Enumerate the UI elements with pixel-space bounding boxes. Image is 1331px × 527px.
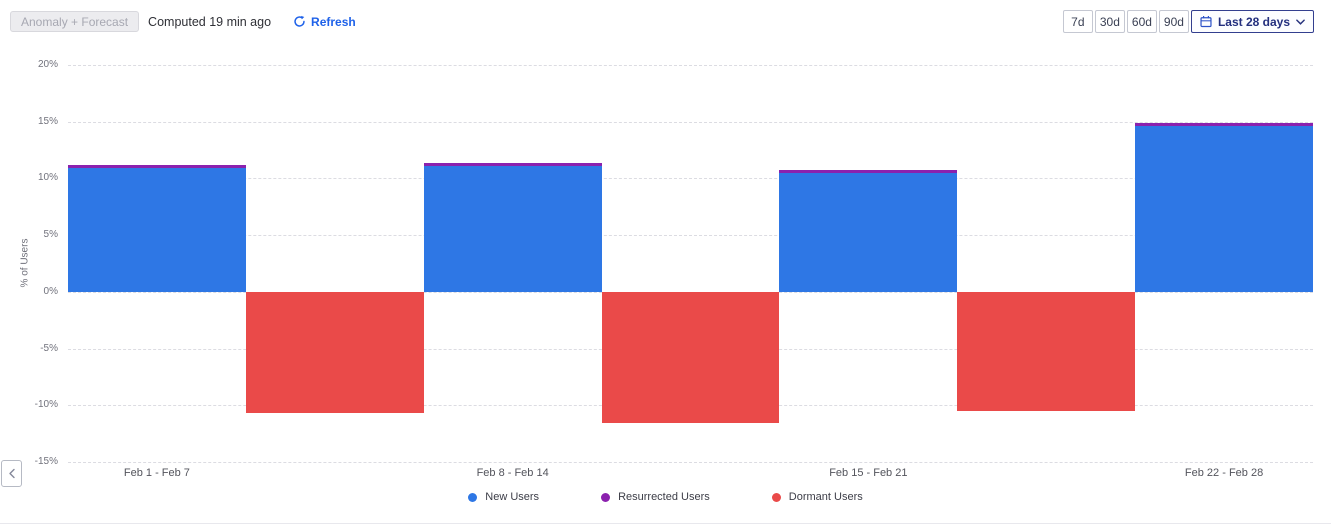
y-tick-label: 20% (37, 59, 58, 70)
y-tick-label: 5% (43, 229, 58, 241)
legend-item-new-users[interactable]: New Users (468, 491, 539, 503)
date-range-controls: 7d 30d 60d 90d Last 28 days (1062, 10, 1314, 33)
gridline-5 (68, 235, 1313, 237)
x-axis-label: Feb 15 - Feb 21 (829, 467, 908, 479)
legend-label: Resurrected Users (618, 491, 710, 503)
y-tick-label: -10% (34, 399, 58, 411)
gridline--15 (68, 462, 1313, 463)
bar-new-users[interactable] (779, 172, 958, 292)
calendar-icon (1200, 16, 1212, 28)
bar-new-users[interactable] (1135, 126, 1313, 292)
x-axis-label: Feb 1 - Feb 7 (123, 467, 190, 479)
bar-resurrected-users[interactable] (68, 165, 246, 169)
chevron-left-icon (8, 468, 15, 479)
chevron-down-icon (1296, 18, 1305, 25)
y-tick-label: 15% (37, 115, 58, 127)
bar-dormant-users[interactable] (245, 291, 424, 414)
scroll-left-button[interactable] (1, 460, 22, 487)
x-axis-label: Feb 8 - Feb 14 (476, 467, 549, 479)
bar-dormant-users[interactable] (957, 291, 1136, 411)
date-range-button[interactable]: Last 28 days (1190, 10, 1314, 33)
gridline-10 (68, 178, 1313, 180)
bar-new-users[interactable] (68, 168, 246, 292)
y-tick-label: -5% (40, 342, 58, 354)
y-tick-label: 10% (37, 172, 58, 184)
range-30d-button[interactable]: 30d (1094, 10, 1125, 33)
legend-item-dormant-users[interactable]: Dormant Users (771, 491, 863, 503)
refresh-button[interactable]: Refresh (293, 15, 356, 29)
refresh-label: Refresh (311, 14, 356, 29)
bar-new-users[interactable] (423, 165, 602, 292)
legend-dot-icon (468, 492, 478, 502)
range-60d-button[interactable]: 60d (1126, 10, 1157, 33)
y-axis-title: % of Users (19, 238, 31, 288)
gridline-15 (68, 121, 1313, 123)
legend-dot-icon (771, 492, 781, 502)
y-tick-label: 0% (43, 285, 58, 297)
bar-resurrected-users[interactable] (423, 163, 602, 166)
date-range-label: Last 28 days (1217, 14, 1290, 29)
range-7d-button[interactable]: 7d (1062, 10, 1093, 33)
computed-timestamp: Computed 19 min ago (148, 14, 272, 29)
panel-bottom-border (0, 523, 1331, 524)
y-tick-label: -15% (34, 456, 58, 467)
chart-legend: New Users Resurrected Users Dormant Users (0, 491, 1331, 503)
bar-resurrected-users[interactable] (779, 169, 958, 173)
toolbar-left: Anomaly + Forecast Computed 19 min ago R… (10, 10, 356, 33)
anomaly-forecast-button[interactable]: Anomaly + Forecast (10, 11, 140, 32)
range-90d-button[interactable]: 90d (1158, 10, 1189, 33)
legend-item-resurrected-users[interactable]: Resurrected Users (601, 491, 710, 503)
legend-label: New Users (485, 491, 540, 503)
legend-label: Dormant Users (788, 491, 863, 503)
bar-resurrected-users[interactable] (1135, 123, 1313, 127)
bar-dormant-users[interactable] (601, 291, 780, 424)
legend-dot-icon (601, 492, 611, 502)
gridline-20 (68, 65, 1313, 66)
refresh-icon (294, 15, 305, 27)
x-axis-label: Feb 22 - Feb 28 (1184, 467, 1264, 479)
